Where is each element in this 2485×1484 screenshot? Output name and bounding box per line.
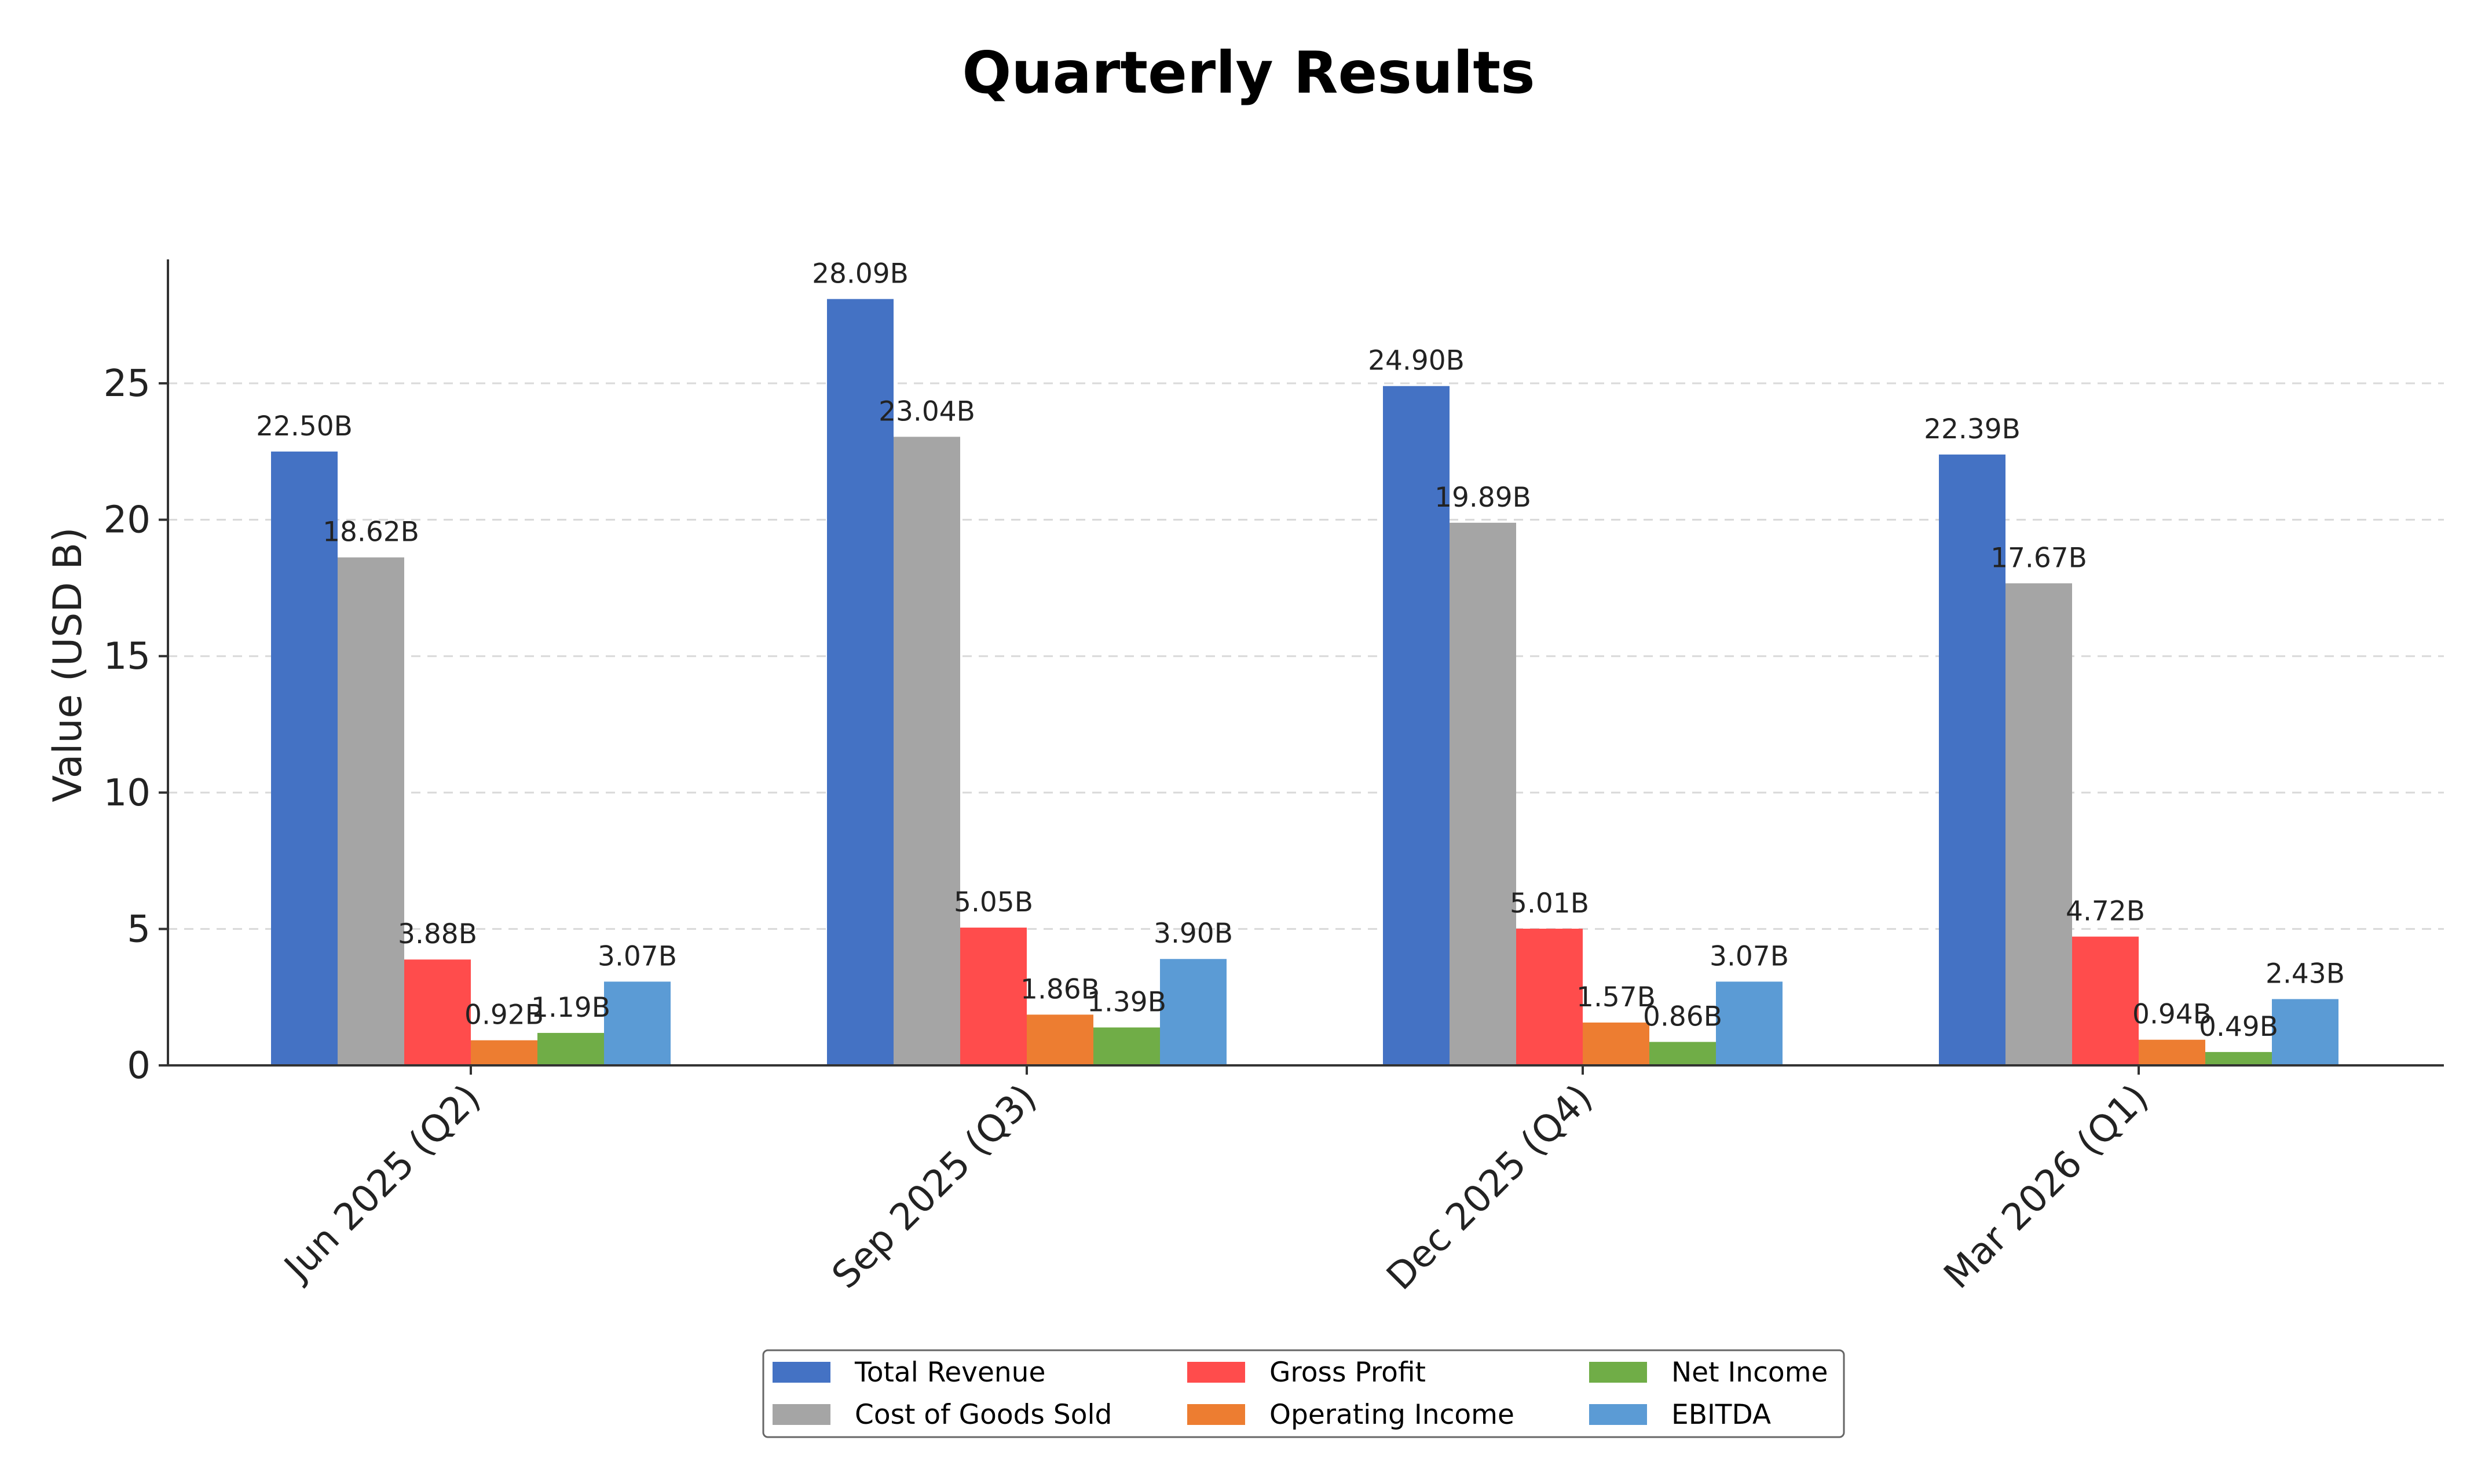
data-label: 0.86B — [1643, 1001, 1722, 1032]
data-label: 3.07B — [1710, 940, 1789, 972]
legend-swatch — [1589, 1362, 1647, 1383]
data-label: 3.07B — [598, 940, 677, 972]
legend-box — [762, 1349, 1845, 1438]
data-label: 22.50B — [256, 411, 353, 442]
legend-label: Net Income — [1671, 1357, 1828, 1388]
y-axis-label: Value (USD B) — [45, 527, 91, 803]
chart-title: Quarterly Results — [962, 39, 1535, 107]
legend-swatch — [1187, 1404, 1245, 1425]
data-label: 5.05B — [954, 886, 1033, 918]
bar-net-income — [2205, 1051, 2272, 1065]
bar-operating-income — [1583, 1023, 1649, 1065]
legend-swatch — [773, 1404, 830, 1425]
data-label: 19.89B — [1434, 482, 1531, 514]
legend-label: Gross Profit — [1269, 1357, 1426, 1388]
data-label: 3.90B — [1154, 918, 1233, 950]
bars — [271, 299, 2338, 1066]
bar-cost-of-goods-sold — [894, 437, 960, 1065]
legend-swatch — [773, 1362, 830, 1383]
data-label: 1.86B — [1020, 973, 1100, 1005]
data-label: 1.19B — [531, 992, 610, 1024]
y-ticks: 0 5 10 15 20 25 — [104, 362, 168, 1087]
data-label: 1.57B — [1576, 981, 1656, 1013]
bar-operating-income — [2139, 1039, 2205, 1065]
bar-gross-profit — [2072, 936, 2139, 1065]
data-label: 3.88B — [398, 918, 477, 950]
bar-total-revenue — [1383, 386, 1450, 1065]
data-label: 0.94B — [2132, 999, 2212, 1031]
data-label: 0.49B — [2199, 1011, 2278, 1043]
legend-label: Cost of Goods Sold — [855, 1399, 1112, 1431]
bar-gross-profit — [404, 959, 471, 1065]
bar-ebitda — [2272, 999, 2338, 1065]
data-label: 2.43B — [2266, 958, 2345, 990]
data-label: 5.01B — [1510, 888, 1589, 919]
x-tick-label: Jun 2025 (Q2) — [275, 1076, 489, 1291]
y-tick-label: 0 — [127, 1045, 151, 1087]
data-label: 0.92B — [464, 999, 544, 1031]
bar-operating-income — [471, 1040, 537, 1065]
y-tick-label: 20 — [104, 499, 151, 542]
bar-operating-income — [1027, 1014, 1093, 1065]
legend-label: EBITDA — [1671, 1399, 1771, 1431]
x-ticks: Jun 2025 (Q2) Sep 2025 (Q3) Dec 2025 (Q4) M… — [275, 1065, 2157, 1299]
y-tick-label: 15 — [104, 635, 151, 678]
data-label: 24.90B — [1368, 345, 1465, 377]
x-tick-label: Sep 2025 (Q3) — [824, 1076, 1045, 1297]
bar-cost-of-goods-sold — [338, 557, 404, 1065]
legend-label: Total Revenue — [854, 1357, 1045, 1388]
bar-net-income — [537, 1032, 604, 1065]
bar-gross-profit — [960, 928, 1027, 1065]
bar-total-revenue — [827, 299, 894, 1066]
y-tick-label: 5 — [127, 908, 151, 951]
axes — [167, 259, 2444, 1067]
data-label: 28.09B — [812, 258, 909, 290]
data-label: 23.04B — [879, 395, 975, 427]
bar-net-income — [1093, 1027, 1160, 1065]
x-tick-label: Dec 2025 (Q4) — [1379, 1076, 1601, 1299]
y-tick-label: 10 — [104, 772, 151, 815]
bar-cost-of-goods-sold — [1450, 522, 1516, 1065]
x-tick-label: Mar 2026 (Q1) — [1936, 1076, 2157, 1297]
data-label: 1.39B — [1087, 987, 1166, 1018]
legend: Total Revenue Cost of Goods Sold Gross Pro… — [762, 1349, 1845, 1438]
bar-ebitda — [1716, 981, 1783, 1065]
bar-ebitda — [1160, 959, 1227, 1065]
bar-total-revenue — [271, 451, 338, 1065]
y-tick-label: 25 — [104, 362, 151, 405]
bar-net-income — [1649, 1042, 1716, 1065]
legend-swatch — [1589, 1404, 1647, 1425]
data-label: 22.39B — [1924, 413, 2021, 445]
data-label: 18.62B — [323, 516, 419, 548]
bar-total-revenue — [1939, 455, 2005, 1065]
bar-gross-profit — [1516, 928, 1583, 1065]
data-label: 4.72B — [2066, 896, 2145, 928]
legend-swatch — [1187, 1362, 1245, 1383]
legend-label: Operating Income — [1269, 1399, 1514, 1431]
gridlines — [168, 382, 2444, 930]
bar-cost-of-goods-sold — [2005, 583, 2072, 1065]
bar-ebitda — [604, 981, 671, 1065]
data-label: 17.67B — [1990, 542, 2087, 574]
